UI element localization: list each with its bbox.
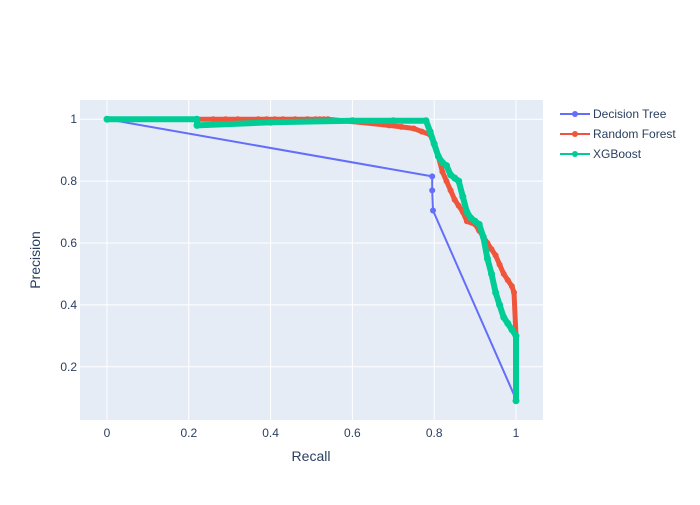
data-point — [267, 118, 275, 126]
y-tick-label: 0.4 — [60, 298, 77, 312]
data-point — [496, 301, 504, 309]
data-point — [443, 162, 450, 170]
tick-labels: 0 0.2 0.4 0.6 0.8 1 0.2 0.4 0.6 0.8 1 — [60, 112, 519, 440]
data-point — [410, 125, 417, 132]
y-axis-label: Precision — [27, 231, 43, 289]
legend-swatch-marker — [572, 131, 578, 137]
data-point — [418, 128, 425, 135]
x-tick-label: 0.8 — [426, 426, 443, 440]
series-xgboost — [103, 115, 520, 405]
data-point — [463, 208, 471, 216]
data-point — [439, 168, 446, 175]
legend-swatch-marker — [572, 151, 578, 157]
y-tick-label: 0.8 — [60, 174, 77, 188]
x-tick-label: 0.4 — [262, 426, 279, 440]
y-tick-label: 1 — [70, 112, 77, 126]
data-point — [389, 117, 397, 125]
y-tick-label: 0.2 — [60, 360, 77, 374]
data-point — [443, 178, 450, 185]
data-point — [398, 123, 405, 130]
data-point — [488, 246, 495, 253]
legend[interactable]: Decision Tree Random Forest XGBoost — [560, 107, 676, 161]
series-layer — [103, 115, 520, 405]
data-point — [386, 122, 393, 129]
data-point — [451, 196, 458, 203]
data-point — [508, 326, 516, 334]
data-point — [455, 202, 462, 209]
data-point — [430, 207, 436, 214]
data-point — [500, 270, 507, 277]
data-point — [500, 313, 508, 321]
data-point — [488, 270, 495, 278]
data-point — [504, 277, 511, 284]
legend-item[interactable]: Decision Tree — [560, 107, 667, 121]
data-point — [193, 121, 201, 129]
data-point — [511, 289, 517, 296]
data-point — [434, 152, 442, 160]
x-tick-label: 0.2 — [180, 426, 197, 440]
data-point — [430, 140, 438, 148]
x-tick-label: 0 — [104, 426, 111, 440]
data-point — [348, 117, 356, 125]
data-point — [447, 187, 454, 194]
data-point — [492, 289, 500, 296]
data-point — [422, 117, 430, 125]
legend-item[interactable]: Random Forest — [560, 127, 676, 141]
x-axis-label: Recall — [292, 448, 331, 464]
data-point — [508, 283, 515, 290]
data-point — [222, 116, 229, 123]
data-point — [429, 173, 436, 180]
data-point — [483, 255, 491, 262]
data-point — [512, 332, 520, 340]
data-point — [210, 116, 217, 123]
data-point — [492, 252, 499, 259]
legend-label: XGBoost — [593, 147, 642, 161]
plot-area — [80, 100, 543, 420]
legend-item[interactable]: XGBoost — [560, 147, 642, 161]
x-tick-label: 0.6 — [344, 426, 361, 440]
data-point — [479, 233, 487, 241]
data-point — [426, 128, 434, 136]
legend-label: Random Forest — [593, 127, 676, 141]
x-tick-label: 1 — [513, 426, 520, 440]
data-point — [103, 115, 111, 123]
data-point — [455, 177, 463, 185]
data-point — [512, 397, 520, 405]
legend-swatch-marker — [572, 111, 578, 117]
y-tick-label: 0.6 — [60, 236, 77, 250]
legend-label: Decision Tree — [593, 107, 667, 121]
data-point — [429, 187, 436, 194]
data-point — [459, 193, 467, 201]
data-point — [496, 261, 503, 268]
data-point — [475, 220, 483, 228]
data-point — [193, 115, 201, 123]
data-point — [504, 319, 512, 327]
